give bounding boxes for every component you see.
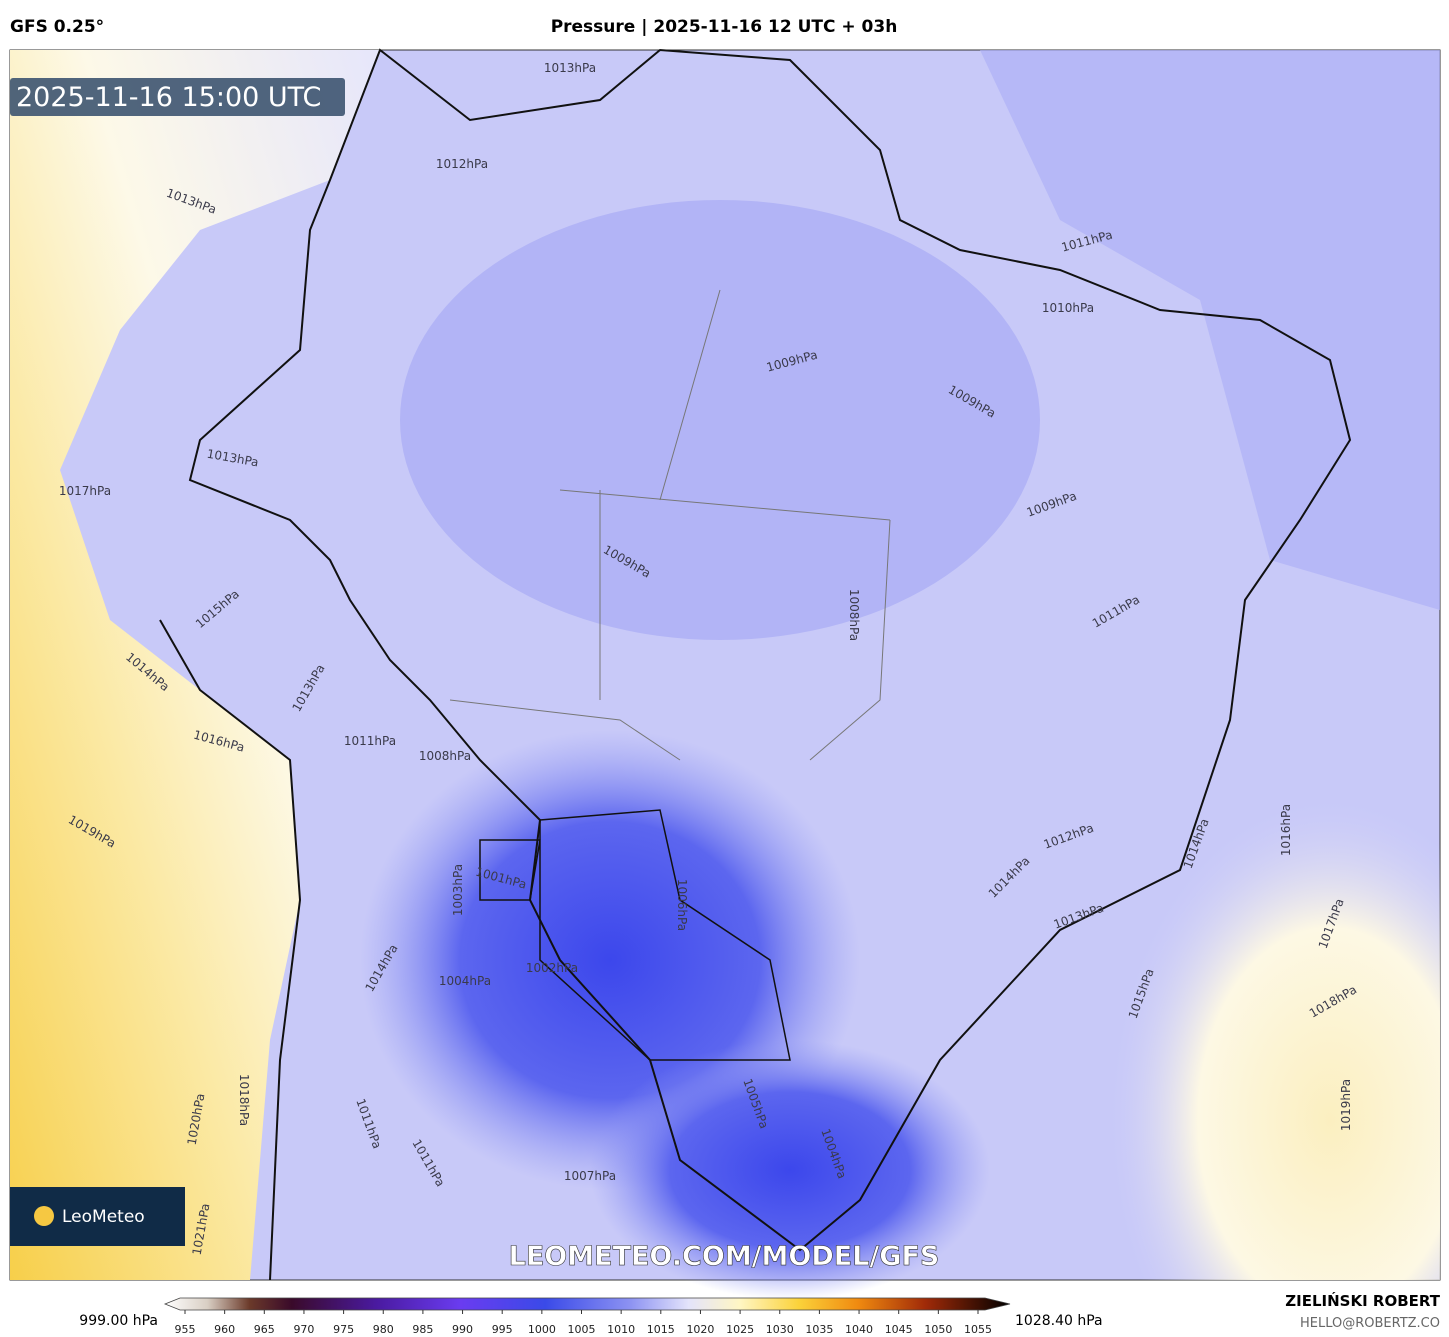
atlantic-ocean bbox=[1000, 640, 1440, 1280]
colorbar-tick-label: 990 bbox=[452, 1323, 473, 1336]
timestamp-box bbox=[10, 78, 345, 116]
colorbar-tick-label: 1050 bbox=[924, 1323, 952, 1336]
contour-label: 1007hPa bbox=[564, 1169, 616, 1183]
atlantic-north bbox=[980, 50, 1440, 610]
colorbar-tick-label: 1055 bbox=[964, 1323, 992, 1336]
contour-label: 1019hPa bbox=[1339, 1079, 1353, 1131]
country-borders bbox=[479, 809, 791, 1061]
colorbar-tick-label: 1000 bbox=[528, 1323, 556, 1336]
colorbar-tick-label: 1005 bbox=[568, 1323, 596, 1336]
colorbar-tick-label: 980 bbox=[373, 1323, 394, 1336]
contour-label: 1011hPa bbox=[344, 734, 396, 748]
colorbar-tick-label: 1045 bbox=[885, 1323, 913, 1336]
colorbar-tick-label: 955 bbox=[175, 1323, 196, 1336]
contour-label: 1018hPa bbox=[237, 1074, 251, 1126]
contour-label: 1013hPa bbox=[544, 61, 596, 75]
contour-label: 1016hPa bbox=[1279, 804, 1293, 856]
contact: HELLO@ROBERTZ.CO bbox=[1300, 1316, 1440, 1331]
contour-label: 1010hPa bbox=[1042, 301, 1094, 315]
colorbar-bar bbox=[163, 1297, 1011, 1311]
brazil-border bbox=[188, 48, 1352, 1252]
contour-label: 1017hPa bbox=[59, 484, 111, 498]
model-label: GFS 0.25° bbox=[10, 17, 104, 37]
contour-label: 1008hPa bbox=[847, 589, 861, 641]
coastline bbox=[159, 619, 302, 1281]
colorbar-max: 1028.40 hPa bbox=[1015, 1313, 1103, 1329]
contour-label: 1002hPa bbox=[526, 961, 578, 975]
low-pressure-area bbox=[590, 1040, 990, 1300]
colorbar-tick-label: 1025 bbox=[726, 1323, 754, 1336]
colorbar-tick-label: 985 bbox=[412, 1323, 433, 1336]
contour-label: 1008hPa bbox=[419, 749, 471, 763]
colorbar-tick-label: 965 bbox=[254, 1323, 275, 1336]
inland-area bbox=[400, 200, 1040, 640]
state-borders bbox=[449, 289, 891, 761]
contour-label: 1003hPa bbox=[451, 864, 465, 916]
map: 1013hPa1012hPa1013hPa1011hPa1010hPa1009h… bbox=[9, 48, 1441, 1300]
colorbar-tick-label: 1035 bbox=[805, 1323, 833, 1336]
contour-label: 1006hPa bbox=[675, 879, 689, 931]
pacific-ocean bbox=[10, 50, 380, 1280]
contour-label: 1012hPa bbox=[436, 157, 488, 171]
colorbar-tick-label: 1030 bbox=[766, 1323, 794, 1336]
colorbar-tick-label: 1020 bbox=[686, 1323, 714, 1336]
author: ZIELIŃSKI ROBERT bbox=[1285, 1291, 1440, 1310]
colorbar: 999.00 hPa 1028.40 hPa 955 960 965 970 975 98… bbox=[79, 1297, 1103, 1336]
logo: LeoMeteo bbox=[62, 1207, 145, 1227]
colorbar-tick-label: 1010 bbox=[607, 1323, 635, 1336]
logo-sun bbox=[34, 1206, 54, 1226]
watermark: LEOMETEO.COM/MODEL/GFS bbox=[509, 1241, 940, 1272]
timestamp: 2025-11-16 15:00 UTC bbox=[16, 82, 321, 113]
map-title: Pressure | 2025-11-16 12 UTC + 03h bbox=[551, 17, 898, 37]
colorbar-tick-label: 1015 bbox=[647, 1323, 675, 1336]
colorbar-min: 999.00 hPa bbox=[79, 1313, 158, 1329]
colorbar-tick-label: 970 bbox=[293, 1323, 314, 1336]
colorbar-tick-label: 1040 bbox=[845, 1323, 873, 1336]
colorbar-tick-label: 975 bbox=[333, 1323, 354, 1336]
colorbar-tick-label: 995 bbox=[492, 1323, 513, 1336]
colorbar-tick-label: 960 bbox=[214, 1323, 235, 1336]
contour-label: 1004hPa bbox=[439, 974, 491, 988]
